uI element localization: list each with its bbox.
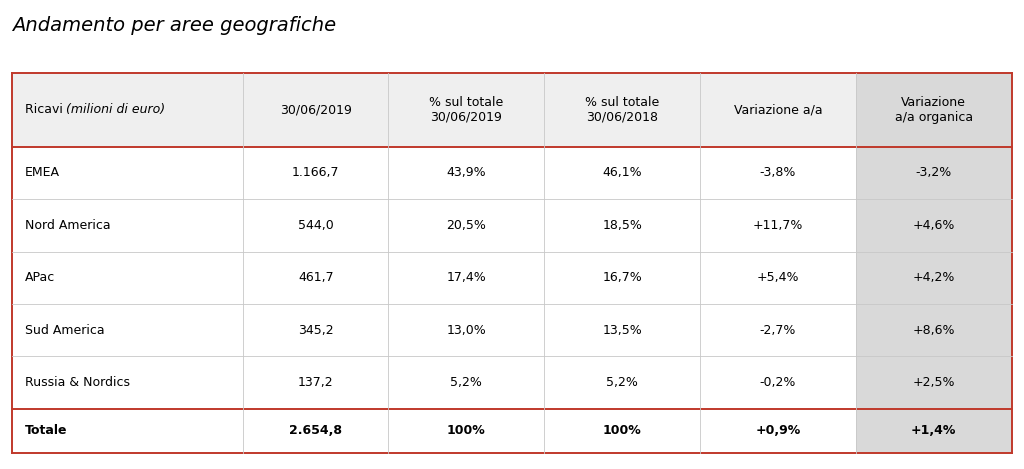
Text: 345,2: 345,2 xyxy=(298,324,334,337)
Bar xyxy=(856,147,1012,199)
Bar xyxy=(12,356,856,409)
Text: -3,2%: -3,2% xyxy=(915,166,952,180)
Text: Russia & Nordics: Russia & Nordics xyxy=(25,376,130,389)
Text: 17,4%: 17,4% xyxy=(446,272,486,284)
Text: +11,7%: +11,7% xyxy=(753,219,803,232)
Bar xyxy=(856,356,1012,409)
Text: 5,2%: 5,2% xyxy=(606,376,638,389)
Bar xyxy=(12,409,856,453)
Text: +8,6%: +8,6% xyxy=(912,324,955,337)
Text: Andamento per aree geografiche: Andamento per aree geografiche xyxy=(12,16,337,36)
Bar xyxy=(856,73,1012,147)
Text: 100%: 100% xyxy=(446,424,485,437)
Bar xyxy=(12,252,856,304)
Text: +2,5%: +2,5% xyxy=(912,376,955,389)
Text: +0,9%: +0,9% xyxy=(756,424,801,437)
Text: -2,7%: -2,7% xyxy=(760,324,797,337)
Text: % sul totale
30/06/2018: % sul totale 30/06/2018 xyxy=(585,96,659,124)
Text: APac: APac xyxy=(25,272,55,284)
Text: 13,0%: 13,0% xyxy=(446,324,486,337)
Text: Sud America: Sud America xyxy=(25,324,104,337)
Text: 100%: 100% xyxy=(603,424,641,437)
Text: (milioni di euro): (milioni di euro) xyxy=(66,103,165,116)
Text: 544,0: 544,0 xyxy=(298,219,334,232)
Bar xyxy=(12,304,856,356)
Text: +5,4%: +5,4% xyxy=(757,272,799,284)
Text: +1,4%: +1,4% xyxy=(911,424,956,437)
Text: 1.166,7: 1.166,7 xyxy=(292,166,340,180)
Bar xyxy=(856,304,1012,356)
Bar xyxy=(856,252,1012,304)
Text: 461,7: 461,7 xyxy=(298,272,334,284)
Text: 30/06/2019: 30/06/2019 xyxy=(280,103,352,116)
Text: -3,8%: -3,8% xyxy=(760,166,797,180)
Text: Ricavi: Ricavi xyxy=(25,103,67,116)
Bar xyxy=(12,73,1012,147)
Bar xyxy=(12,147,856,199)
Bar xyxy=(856,409,1012,453)
Text: +4,2%: +4,2% xyxy=(912,272,955,284)
Text: EMEA: EMEA xyxy=(25,166,59,180)
Text: 2.654,8: 2.654,8 xyxy=(290,424,342,437)
Text: 16,7%: 16,7% xyxy=(602,272,642,284)
Text: +4,6%: +4,6% xyxy=(912,219,955,232)
Text: 137,2: 137,2 xyxy=(298,376,334,389)
Text: 20,5%: 20,5% xyxy=(446,219,486,232)
Text: Totale: Totale xyxy=(25,424,68,437)
Text: 5,2%: 5,2% xyxy=(451,376,482,389)
Text: Nord America: Nord America xyxy=(25,219,111,232)
Text: 43,9%: 43,9% xyxy=(446,166,486,180)
Bar xyxy=(12,199,856,252)
Text: Variazione
a/a organica: Variazione a/a organica xyxy=(895,96,973,124)
Text: 13,5%: 13,5% xyxy=(602,324,642,337)
Text: 46,1%: 46,1% xyxy=(602,166,642,180)
Bar xyxy=(856,199,1012,252)
Text: Variazione a/a: Variazione a/a xyxy=(733,103,822,116)
Text: % sul totale
30/06/2019: % sul totale 30/06/2019 xyxy=(429,96,504,124)
Text: 18,5%: 18,5% xyxy=(602,219,642,232)
Text: -0,2%: -0,2% xyxy=(760,376,797,389)
